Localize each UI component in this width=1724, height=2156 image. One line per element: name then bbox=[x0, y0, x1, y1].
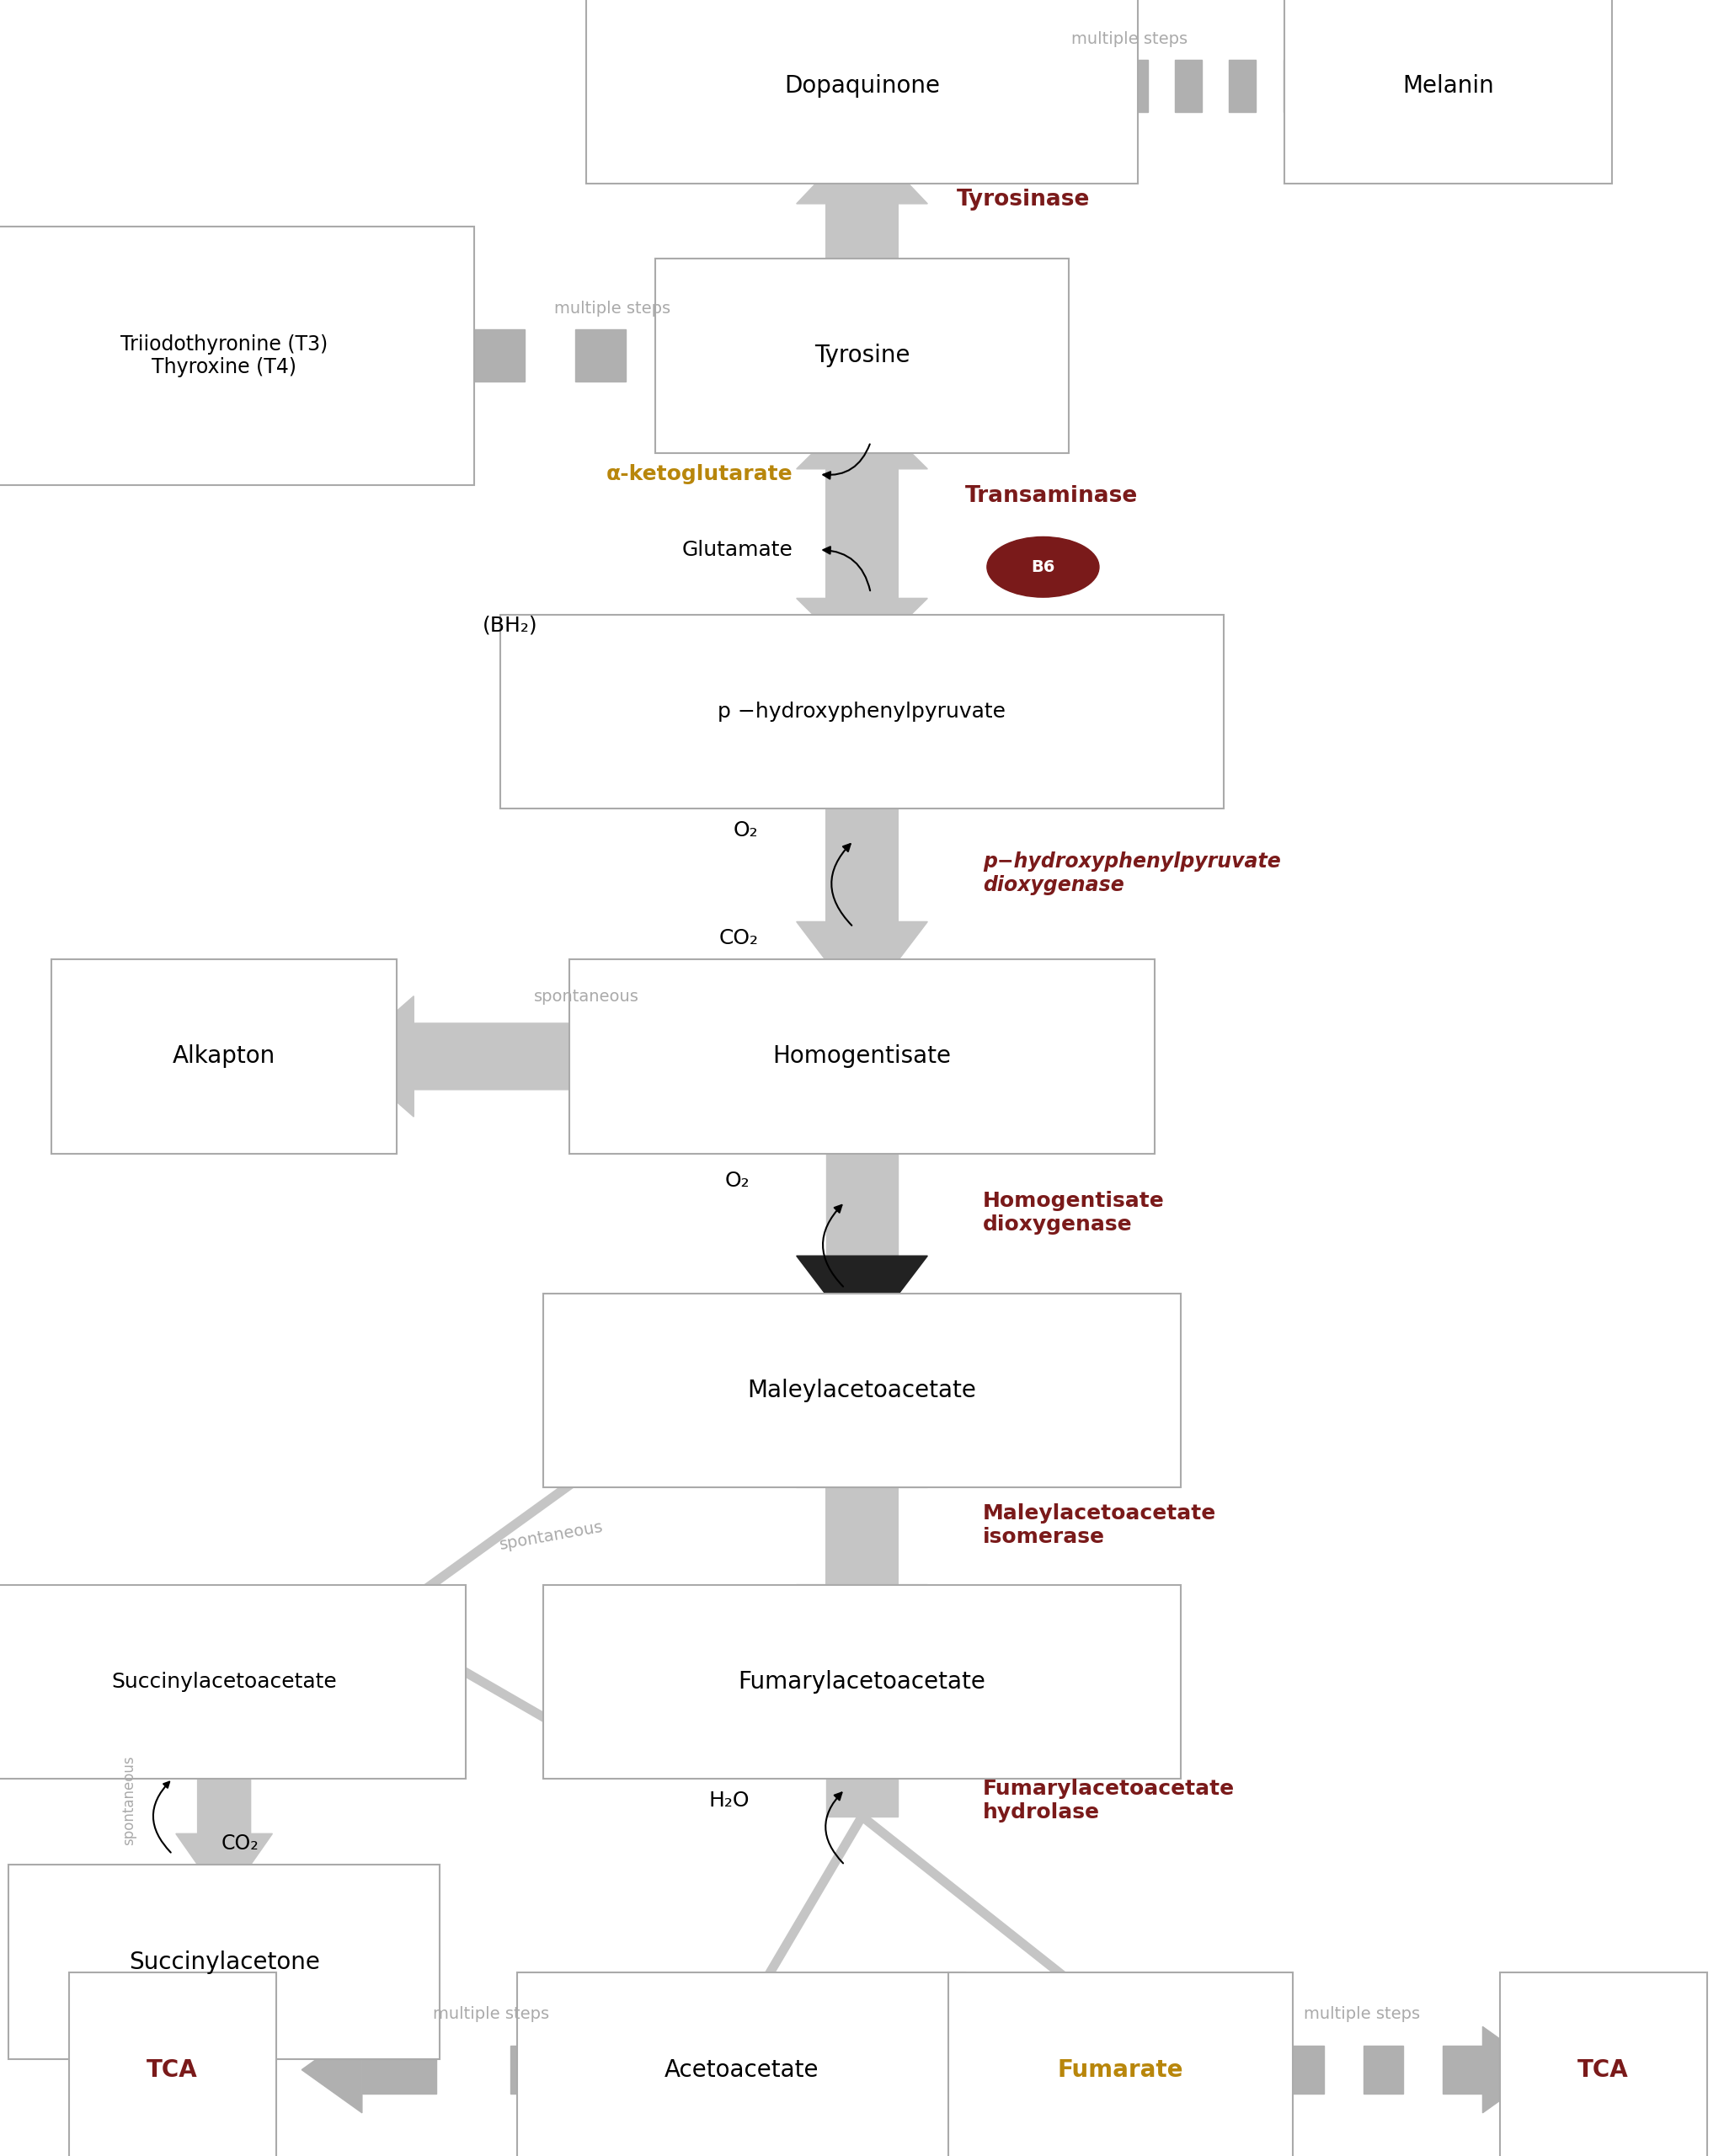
Text: spontaneous: spontaneous bbox=[533, 990, 640, 1005]
Polygon shape bbox=[796, 1440, 928, 1634]
Text: multiple steps: multiple steps bbox=[1303, 2007, 1421, 2022]
Text: O₂: O₂ bbox=[726, 1171, 750, 1190]
Text: TCA: TCA bbox=[1577, 2059, 1629, 2081]
Polygon shape bbox=[796, 405, 928, 664]
Ellipse shape bbox=[986, 537, 1100, 597]
Text: Fumarylacetoacetate
hydrolase: Fumarylacetoacetate hydrolase bbox=[983, 1779, 1234, 1822]
Text: Succinylacetoacetate: Succinylacetoacetate bbox=[112, 1671, 336, 1692]
Text: Melanin: Melanin bbox=[1402, 75, 1495, 97]
FancyBboxPatch shape bbox=[948, 1973, 1293, 2156]
Polygon shape bbox=[345, 996, 603, 1117]
Text: Maleylacetoacetate
isomerase: Maleylacetoacetate isomerase bbox=[983, 1503, 1215, 1548]
Text: O₂: O₂ bbox=[734, 819, 759, 841]
Polygon shape bbox=[1284, 2046, 1324, 2093]
Text: Tyrosine: Tyrosine bbox=[814, 345, 910, 367]
Text: Dopaquinone: Dopaquinone bbox=[784, 75, 940, 97]
Polygon shape bbox=[1364, 2046, 1403, 2093]
Text: multiple steps: multiple steps bbox=[553, 302, 671, 317]
FancyBboxPatch shape bbox=[586, 0, 1138, 183]
Text: multiple steps: multiple steps bbox=[433, 2007, 550, 2022]
Text: multiple steps: multiple steps bbox=[1071, 32, 1188, 47]
Text: α-ketoglutarate: α-ketoglutarate bbox=[607, 464, 793, 485]
Text: B6: B6 bbox=[1031, 558, 1055, 576]
FancyBboxPatch shape bbox=[569, 959, 1155, 1153]
Text: CO₂: CO₂ bbox=[719, 927, 759, 949]
FancyBboxPatch shape bbox=[69, 1973, 276, 2156]
Polygon shape bbox=[1174, 60, 1202, 112]
Polygon shape bbox=[826, 1106, 898, 1255]
Text: Maleylacetoacetate: Maleylacetoacetate bbox=[748, 1380, 976, 1401]
Text: Alkapton: Alkapton bbox=[172, 1046, 276, 1067]
Text: Fumarylacetoacetate: Fumarylacetoacetate bbox=[738, 1671, 986, 1692]
FancyBboxPatch shape bbox=[500, 614, 1224, 808]
Polygon shape bbox=[510, 2046, 584, 2093]
Text: Glutamate: Glutamate bbox=[683, 539, 793, 561]
FancyBboxPatch shape bbox=[52, 959, 397, 1153]
Text: p −hydroxyphenylpyruvate: p −hydroxyphenylpyruvate bbox=[717, 701, 1007, 722]
Text: H₂O: H₂O bbox=[709, 1789, 750, 1811]
Text: Fumarate: Fumarate bbox=[1057, 2059, 1184, 2081]
Polygon shape bbox=[176, 1729, 272, 1904]
Text: spontaneous: spontaneous bbox=[498, 1520, 605, 1552]
Polygon shape bbox=[474, 330, 524, 382]
Polygon shape bbox=[414, 308, 474, 403]
FancyBboxPatch shape bbox=[655, 259, 1069, 453]
Polygon shape bbox=[1121, 60, 1148, 112]
FancyBboxPatch shape bbox=[517, 1973, 965, 2156]
Polygon shape bbox=[796, 136, 928, 308]
Polygon shape bbox=[1283, 60, 1310, 112]
Polygon shape bbox=[302, 2027, 362, 2113]
Polygon shape bbox=[1229, 60, 1257, 112]
Polygon shape bbox=[362, 2046, 436, 2093]
Polygon shape bbox=[659, 2046, 733, 2093]
Polygon shape bbox=[1310, 39, 1371, 134]
Polygon shape bbox=[676, 330, 726, 382]
Text: Triiodothyronine (T3)
Thyroxine (T4): Triiodothyronine (T3) Thyroxine (T4) bbox=[121, 334, 328, 377]
Polygon shape bbox=[796, 761, 928, 1009]
FancyBboxPatch shape bbox=[1284, 0, 1612, 183]
Text: spontaneous: spontaneous bbox=[122, 1755, 136, 1846]
FancyBboxPatch shape bbox=[0, 1585, 465, 1779]
FancyBboxPatch shape bbox=[1500, 1973, 1707, 2156]
Text: Succinylacetone: Succinylacetone bbox=[129, 1951, 319, 1973]
Polygon shape bbox=[1443, 2046, 1483, 2093]
FancyBboxPatch shape bbox=[543, 1294, 1181, 1488]
FancyBboxPatch shape bbox=[543, 1585, 1181, 1779]
Text: TCA: TCA bbox=[147, 2059, 198, 2081]
Text: CO₂: CO₂ bbox=[221, 1833, 259, 1854]
Text: Tyrosinase: Tyrosinase bbox=[957, 188, 1090, 211]
Polygon shape bbox=[796, 1255, 928, 1341]
Polygon shape bbox=[826, 1729, 898, 1815]
Polygon shape bbox=[1483, 2027, 1543, 2113]
Text: Acetoacetate: Acetoacetate bbox=[664, 2059, 819, 2081]
Text: Homogentisate: Homogentisate bbox=[772, 1046, 952, 1067]
Text: Transaminase: Transaminase bbox=[965, 485, 1138, 507]
Polygon shape bbox=[778, 330, 828, 382]
FancyBboxPatch shape bbox=[9, 1865, 440, 2059]
Text: (BH₂): (BH₂) bbox=[483, 614, 538, 636]
Polygon shape bbox=[576, 330, 626, 382]
Text: p−hydroxyphenylpyruvate
dioxygenase: p−hydroxyphenylpyruvate dioxygenase bbox=[983, 852, 1281, 895]
Text: Homogentisate
dioxygenase: Homogentisate dioxygenase bbox=[983, 1190, 1164, 1235]
FancyBboxPatch shape bbox=[0, 226, 474, 485]
